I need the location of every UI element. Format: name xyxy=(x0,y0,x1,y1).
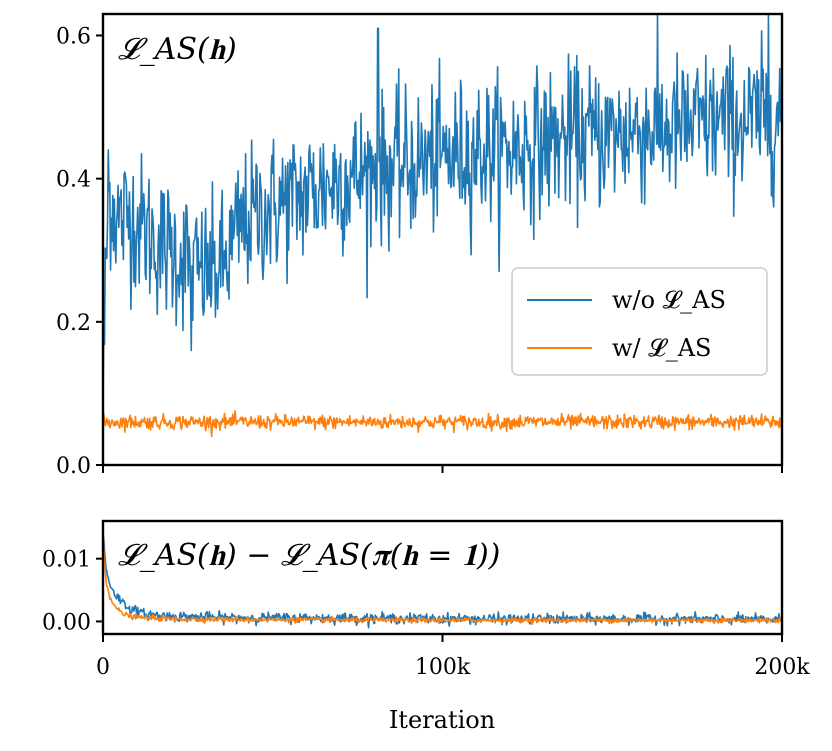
bottom-panel: 0.00 0.01 0 100k 200k 𝓛_AS(𝐡) − 𝓛_AS(𝛑(𝐡 = … xyxy=(42,519,810,680)
bottom-series-with-las xyxy=(102,539,783,626)
x-tick-label: 0 xyxy=(96,655,110,680)
top-series-with-las xyxy=(102,409,783,438)
series-line xyxy=(102,13,783,405)
top-x-ticks xyxy=(102,465,783,473)
series-line xyxy=(102,539,783,626)
legend-label-without-las: w/o 𝓛_AS xyxy=(612,286,726,314)
legend-label-with-las: w/ 𝓛_AS xyxy=(612,334,711,362)
y-tick-label: 0.6 xyxy=(56,24,91,49)
x-tick-label: 100k xyxy=(415,655,471,680)
y-tick-label: 0.2 xyxy=(56,311,91,336)
series-line xyxy=(102,409,783,438)
y-tick-label: 0.4 xyxy=(56,168,91,193)
bottom-x-ticks: 0 100k 200k xyxy=(96,634,810,680)
top-panel: 0.0 0.2 0.4 0.6 𝓛_AS(𝐡) w/o 𝓛_AS w/ 𝓛_AS xyxy=(56,12,784,479)
y-tick-label: 0.00 xyxy=(42,610,91,635)
x-tick-label: 200k xyxy=(754,655,810,680)
top-y-ticks: 0.0 0.2 0.4 0.6 xyxy=(56,24,103,479)
y-tick-label: 0.0 xyxy=(56,454,91,479)
top-panel-title: 𝓛_AS(𝐡) xyxy=(118,32,237,67)
x-axis-title: Iteration xyxy=(389,706,495,734)
bottom-panel-title: 𝓛_AS(𝐡) − 𝓛_AS(𝛑(𝐡 = 𝟏)) xyxy=(118,538,500,573)
y-tick-label: 0.01 xyxy=(42,548,91,573)
top-series-without-las xyxy=(102,13,783,405)
bottom-y-ticks: 0.00 0.01 xyxy=(42,548,103,635)
legend: w/o 𝓛_AS w/ 𝓛_AS xyxy=(511,267,768,376)
